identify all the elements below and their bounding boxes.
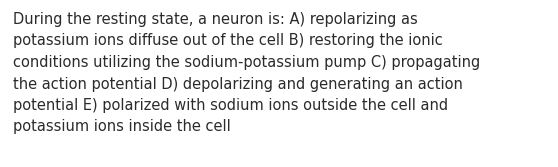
- Text: During the resting state, a neuron is: A) repolarizing as: During the resting state, a neuron is: A…: [13, 12, 418, 27]
- Text: potassium ions inside the cell: potassium ions inside the cell: [13, 120, 231, 134]
- Text: the action potential D) depolarizing and generating an action: the action potential D) depolarizing and…: [13, 76, 463, 92]
- Text: potential E) polarized with sodium ions outside the cell and: potential E) polarized with sodium ions …: [13, 98, 448, 113]
- Text: conditions utilizing the sodium-potassium pump C) propagating: conditions utilizing the sodium-potassiu…: [13, 55, 480, 70]
- Text: potassium ions diffuse out of the cell B) restoring the ionic: potassium ions diffuse out of the cell B…: [13, 34, 442, 48]
